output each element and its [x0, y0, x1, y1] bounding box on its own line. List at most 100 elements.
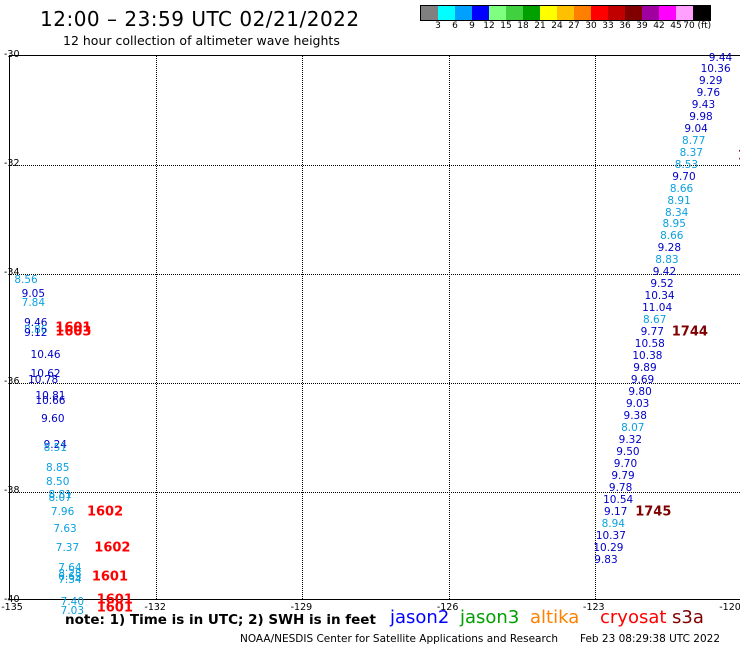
wave-height-label: 9.42 — [652, 266, 677, 279]
wave-height-label: 9.43 — [691, 98, 716, 111]
wave-height-label: 10.46 — [30, 348, 61, 361]
x-tick-label: -135 — [1, 602, 23, 613]
colorbar-label: 3 — [435, 21, 441, 31]
wave-height-label: 9.50 — [616, 446, 640, 459]
wave-height-label: 10.78 — [28, 374, 59, 387]
colorbar-swatch — [591, 6, 608, 20]
wave-height-label: 9.17 — [604, 506, 628, 519]
x-tick-label: -129 — [290, 602, 313, 613]
colorbar-swatch — [642, 6, 659, 20]
x-tick-label: -132 — [144, 602, 166, 613]
credit-text: NOAA/NESDIS Center for Satellite Applica… — [240, 633, 558, 645]
x-tick-label: -126 — [436, 602, 459, 613]
wave-height-label: 8.53 — [674, 158, 699, 171]
wave-height-label: 8.07 — [621, 422, 645, 435]
wave-height-label: 6.63 — [58, 571, 82, 584]
pass-time-label: 1601 — [96, 600, 133, 616]
wave-height-label: 8.81 — [48, 489, 72, 502]
longitude-gridline — [594, 56, 596, 599]
wave-height-label: 8.86 — [24, 324, 48, 337]
wave-height-label: 8.50 — [46, 476, 70, 489]
colorbar-swatch — [574, 6, 591, 20]
x-tick-label: -123 — [583, 602, 605, 613]
legend-entry-altika: altika — [530, 607, 580, 628]
colorbar-swatch — [421, 6, 438, 20]
wave-height-label: 10.29 — [593, 542, 624, 555]
pass-time-label: 1601 — [91, 569, 129, 585]
wave-height-label: 8.85 — [46, 462, 70, 475]
wave-height-label: 8.66 — [669, 182, 694, 195]
wave-height-label: 9.03 — [625, 398, 650, 411]
wave-height-label: 9.98 — [689, 110, 713, 123]
colorbar-swatch — [659, 6, 676, 20]
wave-height-label: 10.36 — [700, 62, 731, 75]
wave-height-label: 9.44 — [708, 51, 733, 64]
legend-entry-cryosat: cryosat — [600, 607, 667, 628]
x-tick-label: -120 — [719, 602, 740, 613]
y-tick-label: -30 — [4, 49, 20, 60]
wave-height-label: 9.79 — [611, 470, 635, 483]
wave-height-label: 10.34 — [644, 290, 675, 303]
colorbar-label: 24 — [551, 21, 563, 31]
y-tick-label: -40 — [4, 594, 20, 605]
colorbar-label: 42 — [653, 21, 665, 31]
colorbar-label: 36 — [619, 21, 631, 31]
longitude-gridline — [302, 56, 304, 599]
latitude-gridline — [10, 274, 740, 275]
wave-height-label: 9.52 — [650, 278, 674, 291]
wave-height-label: 9.04 — [684, 122, 708, 135]
wave-height-label: 9.77 — [640, 326, 664, 339]
wave-height-label: 9.83 — [594, 554, 618, 567]
y-tick-label: -38 — [4, 485, 20, 496]
colorbar-swatch — [693, 6, 710, 20]
pass-time-label: 174 — [738, 149, 740, 164]
longitude-gridline — [156, 56, 158, 599]
wave-height-label: 8.34 — [664, 206, 689, 219]
colorbar-label: 18 — [517, 21, 529, 31]
wave-height-label: 8.66 — [660, 230, 684, 243]
wave-height-label: 9.05 — [21, 287, 46, 300]
colorbar-label: 21 — [534, 21, 546, 31]
colorbar-swatch — [438, 6, 455, 20]
wave-height-label: 9.29 — [699, 74, 723, 87]
wave-height-label: 8.91 — [667, 194, 691, 207]
wave-height-label: 7.03 — [60, 604, 85, 617]
legend-entry-jason2: jason2 — [390, 607, 450, 628]
wave-height-label: 10.38 — [632, 350, 663, 363]
colorbar-swatch — [455, 6, 472, 20]
colorbar-label: 9 — [469, 21, 475, 31]
wave-height-label: 8.51 — [43, 442, 67, 455]
wave-height-label: 10.54 — [603, 494, 634, 507]
wave-height-label: 9.69 — [630, 374, 655, 387]
wave-height-label: 9.70 — [672, 170, 696, 183]
wave-height-label: 8.83 — [655, 254, 679, 267]
wave-height-label: 7.37 — [55, 542, 80, 555]
colorbar-label: 39 — [636, 21, 648, 31]
map-subtitle: 12 hour collection of altimeter wave hei… — [63, 33, 340, 48]
wave-height-label: 9.89 — [633, 362, 657, 375]
colorbar-swatch — [506, 6, 523, 20]
wave-height-label: 7.84 — [21, 296, 46, 309]
latitude-gridline — [10, 383, 740, 384]
longitude-gridline — [448, 56, 450, 599]
colorbar-swatch — [472, 6, 489, 20]
legend-entry-s3a: s3a — [672, 607, 704, 628]
colorbar-swatch — [676, 6, 693, 20]
wave-height-label: 10.62 — [30, 367, 61, 380]
y-tick-label: -34 — [4, 267, 20, 278]
wave-height-label: 9.32 — [618, 434, 643, 447]
y-tick-label: -36 — [4, 376, 20, 387]
colorbar-swatch — [523, 6, 540, 20]
wave-height-label: 9.46 — [24, 317, 48, 330]
wave-height-label: 8.67 — [643, 314, 667, 327]
wave-height-label: 7.96 — [50, 505, 75, 518]
pass-time-label: 1603 — [55, 324, 92, 340]
colorbar-label: 27 — [568, 21, 580, 31]
colorbar-label: 33 — [602, 21, 614, 31]
colorbar-labels: 3 6 9 12 15 18 21 24 27 30 33 36 39 42 45 70 (ft) — [420, 21, 740, 33]
map-plot-area — [9, 55, 740, 600]
wave-height-label: 8.28 — [58, 567, 82, 580]
wave-height-label: 9.38 — [623, 410, 647, 423]
wave-height-label: 7.63 — [53, 523, 77, 536]
wave-height-label: 7.40 — [60, 595, 85, 608]
